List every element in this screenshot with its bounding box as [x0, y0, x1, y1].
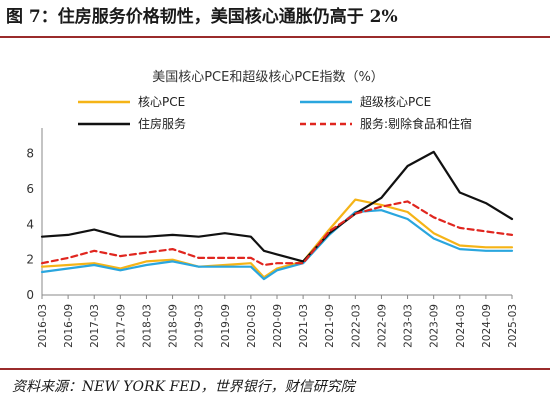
- y-tick-label: 8: [26, 147, 34, 161]
- x-tick-label: 2020-09: [272, 304, 284, 348]
- x-tick-label: 2017-03: [89, 304, 101, 348]
- x-tick-label: 2022-03: [350, 304, 362, 348]
- legend-label-1: 超级核心PCE: [360, 94, 431, 109]
- x-tick-label: 2021-03: [298, 304, 310, 348]
- x-tick-label: 2025-03: [507, 304, 519, 348]
- figure-title: 图 7：住房服务价格韧性，美国核心通胀仍高于 2%: [6, 7, 398, 27]
- x-tick-label: 2016-09: [63, 304, 75, 348]
- y-tick-label: 6: [26, 182, 34, 196]
- series-line-1: [40, 209, 514, 281]
- series-lines: [40, 150, 514, 281]
- x-tick-label: 2018-09: [168, 304, 180, 348]
- series-line-2: [40, 150, 514, 263]
- x-tick-label: 2020-03: [246, 304, 258, 348]
- top-rule: [0, 36, 550, 38]
- axes: 0 2 4 6 8 2016-03 2016-09 2017-03 2017-09 2018-03…: [26, 128, 519, 348]
- x-tick-label: 2019-03: [194, 304, 206, 348]
- legend-label-0: 核心PCE: [138, 95, 185, 109]
- y-tick-label: 0: [26, 288, 34, 302]
- y-tick-label: 4: [26, 217, 34, 231]
- x-tick-label: 2024-03: [455, 304, 467, 348]
- chart-title: 美国核心PCE和超级核心PCE指数（%）: [152, 70, 384, 85]
- x-tick-label: 2023-09: [429, 304, 441, 348]
- legend-label-2: 住房服务: [138, 116, 186, 131]
- x-tick-label: 2017-09: [115, 304, 127, 348]
- x-tick-label: 2024-09: [481, 304, 493, 348]
- x-tick-label: 2023-03: [403, 304, 415, 348]
- legend-label-3: 服务:剔除食品和住宿: [360, 116, 472, 131]
- series-line-3: [40, 200, 514, 267]
- x-tick-label: 2022-09: [376, 304, 388, 348]
- y-tick-label: 2: [26, 253, 34, 267]
- pce-line-chart: 美国核心PCE和超级核心PCE指数（%） 核心PCE 超级核心PCE 住房服务 服务:…: [26, 70, 519, 348]
- bottom-rule: [0, 368, 550, 370]
- series-line-0: [40, 198, 514, 279]
- x-tick-label: 2016-03: [37, 304, 49, 348]
- legend: 核心PCE 超级核心PCE 住房服务 服务:剔除食品和住宿: [78, 94, 472, 131]
- source-note: 资料来源：NEW YORK FED，世界银行，财信研究院: [12, 379, 355, 395]
- x-tick-label: 2021-09: [324, 304, 336, 348]
- x-tick-label: 2018-03: [141, 304, 153, 348]
- x-tick-label: 2019-09: [220, 304, 232, 348]
